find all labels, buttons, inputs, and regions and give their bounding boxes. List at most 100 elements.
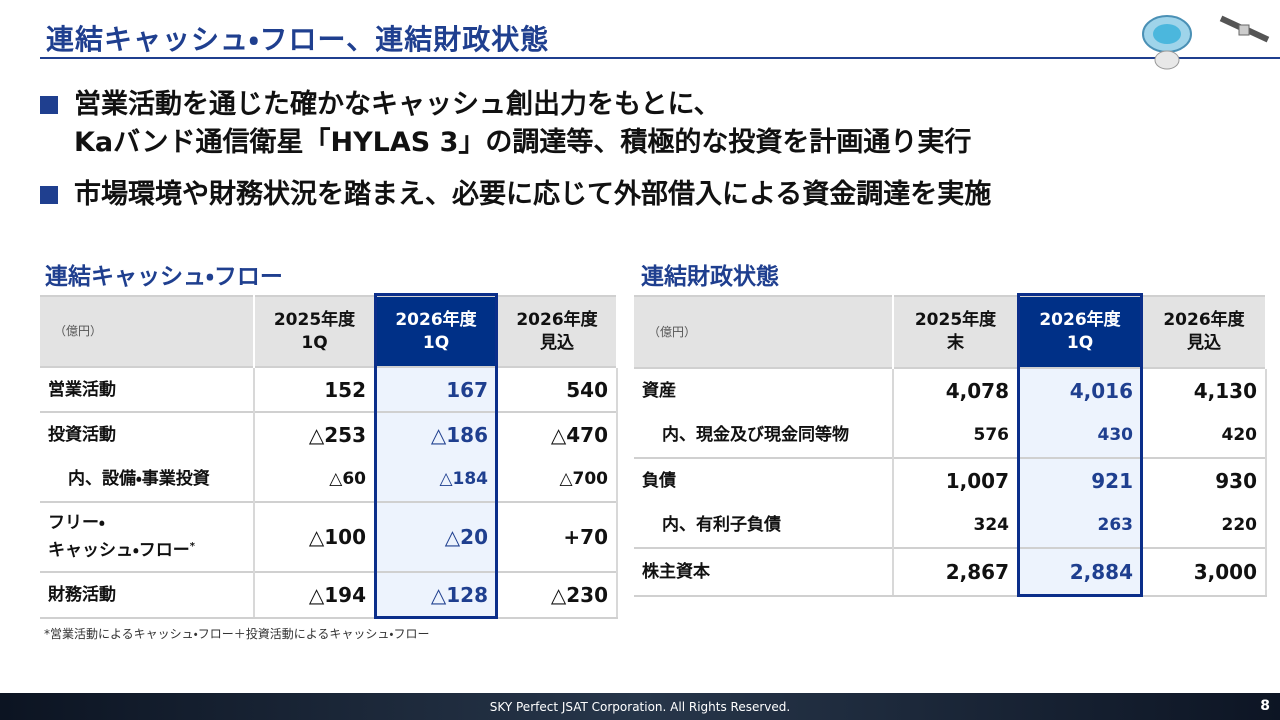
- cell-value: 167: [375, 366, 498, 412]
- row-label-line: 内、現金及び現金同等物: [662, 425, 849, 445]
- cell-value: +70: [497, 501, 618, 572]
- row-label-line: フリー・: [48, 513, 105, 534]
- cell-value: △186: [375, 411, 498, 457]
- unit-label: （億円）: [40, 295, 255, 367]
- column-header-line: 1Q: [422, 332, 450, 353]
- copyright: SKY Perfect JSAT Corporation. All Rights…: [489, 700, 791, 714]
- row-label: 営業活動: [40, 366, 255, 412]
- page-number: 8: [1260, 698, 1270, 714]
- table-row: 営業活動 152 167 540: [40, 366, 618, 412]
- column-header-line: 見込: [1187, 333, 1221, 353]
- column-header-line: 1Q: [301, 332, 328, 353]
- bullet-line: 営業活動を通じた確かなキャッシュ創出力をもとに、: [74, 89, 721, 120]
- satellite-body: [1238, 24, 1250, 36]
- footnote: *営業活動によるキャッシュ・フロー＋投資活動によるキャッシュ・フロー: [44, 627, 430, 641]
- column-header-line: 2026年度: [1163, 310, 1245, 330]
- cell-value: 921: [1018, 457, 1143, 503]
- section-title: 連結キャッシュ・フロー: [45, 264, 283, 290]
- table-row: 資産 4,078 4,016 4,130: [634, 367, 1267, 413]
- slide-title: 連結キャッシュ・フロー、連結財政状態: [46, 23, 550, 56]
- column-header-line: 2025年度: [914, 310, 997, 330]
- row-label-line: 内、有利子負債: [662, 515, 781, 535]
- row-label: 内、有利子負債: [634, 503, 894, 548]
- row-label-line: 負債: [642, 471, 676, 491]
- table-row: 内、有利子負債 324 263 220: [634, 503, 1267, 548]
- section-title: 連結財政状態: [641, 264, 779, 290]
- row-label: 資産: [634, 367, 894, 413]
- cell-value: △60: [254, 457, 376, 502]
- bullet-text: 営業活動を通じた確かなキャッシュ創出力をもとに、 Kaバンド通信衛星「HYLAS …: [74, 86, 971, 162]
- cell-value: 4,016: [1018, 367, 1143, 413]
- bullet-line: Kaバンド通信衛星「HYLAS 3」の調達等、積極的な投資を計画通り実行: [74, 127, 972, 158]
- header-row: （億円） 2025年度 1Q 2026年度 1Q 2026年度 見込: [40, 295, 618, 367]
- row-label-line: 株主資本: [642, 562, 710, 582]
- data-table: （億円） 2025年度末 2026年度 1Q 2026年度 見込 資産 4,078 4,016 4…: [634, 295, 1267, 597]
- row-label: 負債: [634, 457, 894, 503]
- table-row: 財務活動 △194 △128 △230: [40, 571, 618, 619]
- table-row: 内、設備・事業投資 △60 △184 △700: [40, 457, 618, 502]
- row-label: フリー・キャッシュ・フロー*: [40, 501, 255, 572]
- cell-value: 2,867: [893, 547, 1019, 597]
- cell-value: 263: [1018, 503, 1143, 548]
- satellite-panel: [1246, 27, 1270, 43]
- cell-value: △700: [497, 457, 618, 502]
- cell-value: 420: [1142, 413, 1267, 458]
- header-row: （億円） 2025年度末 2026年度 1Q 2026年度 見込: [634, 295, 1267, 368]
- cell-value: 1,007: [893, 457, 1019, 503]
- column-header: 2025年度 1Q: [254, 295, 376, 367]
- highlight-frame: [1017, 293, 1143, 597]
- row-label-line: キャッシュ・フロー: [48, 540, 190, 561]
- row-label-line: 内、設備・事業投資: [68, 469, 210, 489]
- cell-value: △100: [254, 501, 376, 572]
- row-label-line: 営業活動: [48, 379, 116, 400]
- bullet-line: 市場環境や財務状況を踏まえ、必要に応じて外部借入による資金調達を実施: [74, 179, 992, 210]
- column-header: 2025年度末: [893, 295, 1019, 368]
- cell-value: △253: [254, 411, 376, 457]
- column-header: 2026年度 見込: [497, 295, 618, 367]
- row-label-line: 財務活動: [48, 585, 116, 605]
- column-header-line: 1Q: [1066, 333, 1094, 353]
- table-row: 投資活動 △253 △186 △470: [40, 411, 618, 457]
- highlight-frame: [374, 293, 498, 619]
- column-header-line: 2026年度: [395, 309, 477, 330]
- cell-value: 3,000: [1142, 547, 1267, 597]
- cell-value: 152: [254, 366, 376, 412]
- cell-value: △184: [375, 457, 498, 502]
- unit-label: （億円）: [634, 295, 894, 368]
- row-label: 内、設備・事業投資: [40, 457, 255, 502]
- column-header: 2026年度 見込: [1142, 295, 1267, 368]
- bullet-marker: [40, 186, 58, 204]
- column-header-line: 2025年度: [273, 309, 356, 330]
- satellite-panel: [1219, 15, 1243, 31]
- row-label-line: 投資活動: [48, 425, 116, 445]
- bullet-marker: [40, 96, 58, 114]
- note-mark: *: [189, 541, 196, 553]
- column-header-line: 2026年度: [1039, 310, 1121, 330]
- cell-value: 430: [1018, 413, 1143, 458]
- cell-value: 4,130: [1142, 367, 1267, 413]
- row-label: 株主資本: [634, 547, 894, 597]
- column-header-line: 見込: [540, 332, 574, 353]
- table-row: フリー・ キャッシュ・フロー* △100 △20 +70: [40, 501, 618, 572]
- row-label: 財務活動: [40, 571, 255, 619]
- cell-value: 4,078: [893, 367, 1019, 413]
- cell-value: 540: [497, 366, 618, 412]
- cell-value: 930: [1142, 457, 1267, 503]
- cell-value: 324: [893, 503, 1019, 548]
- mascot-body: [1154, 50, 1180, 70]
- footer-bar: [0, 693, 1280, 720]
- row-label-line: 資産: [642, 381, 676, 401]
- cell-value: 2,884: [1018, 547, 1143, 597]
- title-rule: [40, 57, 1280, 59]
- cell-value: △194: [254, 571, 376, 619]
- bullet-text: 市場環境や財務状況を踏まえ、必要に応じて外部借入による資金調達を実施: [74, 176, 991, 214]
- mascot-visor: [1153, 24, 1181, 44]
- row-label: 投資活動: [40, 411, 255, 457]
- column-header-line: 末: [947, 333, 964, 353]
- column-header: 2026年度 1Q: [1018, 295, 1143, 368]
- table-row: 株主資本 2,867 2,884 3,000: [634, 547, 1267, 597]
- data-table: （億円） 2025年度 1Q 2026年度 1Q 2026年度 見込 営業活動 152 167 54…: [40, 295, 618, 619]
- table-row: 内、現金及び現金同等物 576 430 420: [634, 413, 1267, 458]
- cell-value: △470: [497, 411, 618, 457]
